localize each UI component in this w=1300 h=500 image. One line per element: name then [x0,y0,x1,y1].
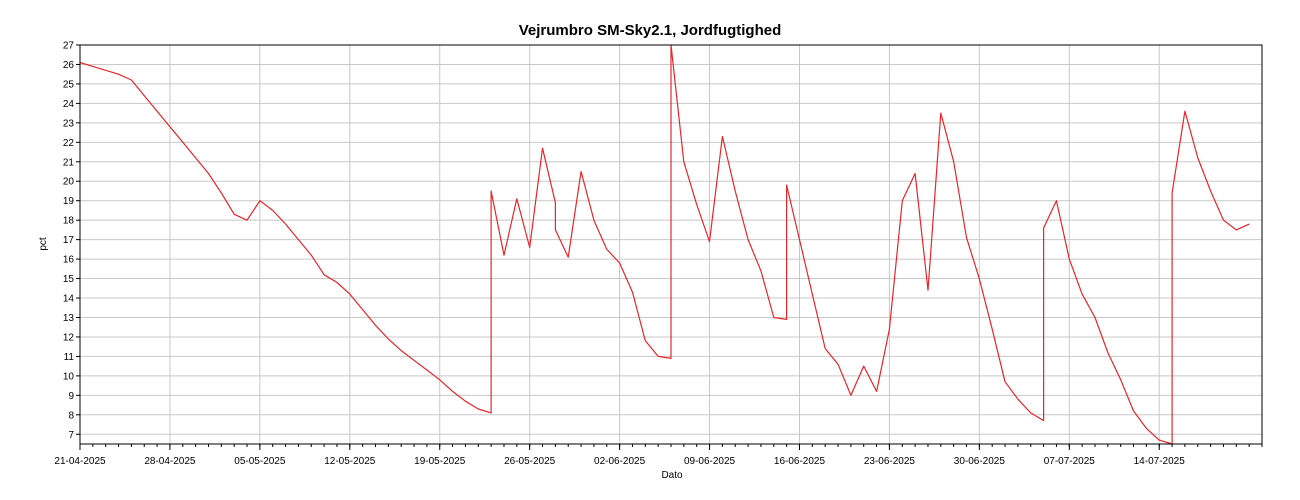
y-tick-label: 26 [63,60,75,71]
y-tick-label: 19 [63,196,75,207]
y-tick-label: 17 [63,235,75,246]
x-tick-label: 05-05-2025 [234,456,286,467]
y-axis-label: pct [38,237,49,251]
series-group [79,44,1250,445]
x-tick-label: 12-05-2025 [324,456,376,467]
y-tick-label: 12 [63,332,75,343]
y-tick-label: 23 [63,118,75,129]
y-tick-label: 21 [63,157,75,168]
y-tick-label: 27 [63,41,75,52]
chart-title: Vejrumbro SM-Sky2.1, Jordfugtighed [519,22,782,39]
x-tick-label: 21-04-2025 [54,456,106,467]
x-tick-label: 28-04-2025 [144,456,196,467]
y-axis: 7 8 9 10 11 12 13 14 15 16 17 18 19 20 21 22 23 24 25 26 27 [63,41,80,441]
x-tick-label: 09-06-2025 [684,456,736,467]
y-tick-label: 16 [63,255,75,266]
y-tick-label: 24 [63,99,75,110]
x-tick-label: 14-07-2025 [1134,456,1186,467]
y-tick-label: 20 [63,177,75,188]
y-tick-label: 18 [63,216,75,227]
x-tick-label: 30-06-2025 [954,456,1006,467]
y-tick-label: 10 [63,371,75,382]
y-tick-label: 11 [64,352,75,363]
x-axis: 21-04-2025 28-04-2025 05-05-2025 12-05-2025… [54,444,1263,467]
series-line [79,44,1250,445]
x-tick-label: 26-05-2025 [504,456,556,467]
x-tick-label: 23-06-2025 [864,456,916,467]
y-tick-label: 7 [68,430,74,441]
x-tick-label: 19-05-2025 [414,456,466,467]
y-tick-label: 13 [63,313,75,324]
y-tick-label: 15 [63,274,75,285]
x-tick-label: 02-06-2025 [594,456,646,467]
x-tick-label: 07-07-2025 [1044,456,1096,467]
y-tick-label: 9 [68,391,74,402]
y-tick-label: 25 [63,79,75,90]
y-tick-label: 14 [63,294,75,305]
y-tick-label: 8 [68,410,74,421]
x-tick-label: 16-06-2025 [774,456,826,467]
x-axis-label: Dato [661,470,683,481]
y-tick-label: 22 [63,138,75,149]
